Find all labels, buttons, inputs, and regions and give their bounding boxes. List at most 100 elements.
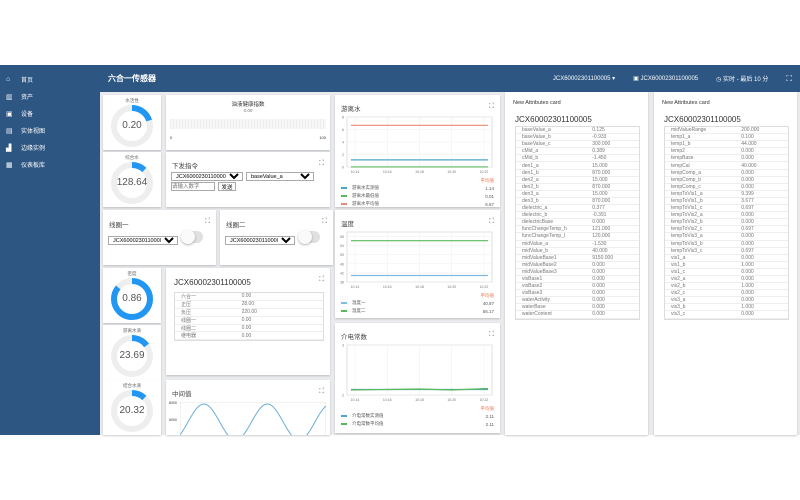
sidebar-item-dashboard[interactable]: ▦ 仪表板库 bbox=[0, 156, 100, 173]
table-row: dielectric_a 0.377 bbox=[516, 205, 639, 213]
sidebar-item-assets[interactable]: ▥ 资产 bbox=[0, 88, 100, 105]
sidebar-item-label: 实体视图 bbox=[21, 129, 46, 135]
line-chart: 0 2 4 6 8 10:14 10:16 10:18 10:20 10:22 bbox=[342, 116, 493, 174]
attribute-key: midValueBase2 bbox=[522, 261, 557, 268]
table-row: tempToVis2_b 0.000 bbox=[665, 219, 788, 227]
table-row: midValueRange 200.000 bbox=[665, 127, 788, 135]
table-row: tempBase 0.000 bbox=[665, 155, 788, 163]
table-row: tempToVis2_c 0.697 bbox=[665, 226, 788, 234]
table-row: temp2 0.000 bbox=[665, 148, 788, 156]
attribute-key: midValue_a bbox=[522, 240, 549, 247]
legend-swatch bbox=[341, 310, 347, 312]
fullscreen-icon[interactable]: ⛶ bbox=[489, 331, 494, 338]
fullscreen-icon[interactable]: ⛶ bbox=[319, 388, 324, 395]
y-tick-label: 38 bbox=[340, 281, 344, 285]
table-row: vis2_a 0.000 bbox=[665, 276, 788, 284]
switch-device-select[interactable]: JCX60002301100005 bbox=[225, 236, 295, 245]
gauge-value: 0.20 bbox=[122, 120, 142, 131]
attribute-value: 0.000 bbox=[741, 276, 754, 283]
sidebar-item-remote[interactable]: ▟ 边缘实例 bbox=[0, 139, 100, 156]
command-device-select[interactable]: JCX60002301100005 bbox=[171, 172, 243, 181]
sidebar-item-monitor[interactable]: ▤ 实体视图 bbox=[0, 122, 100, 139]
gauge-card: 密度 0.86 bbox=[103, 268, 161, 323]
toggle-switch[interactable] bbox=[298, 230, 320, 244]
send-button[interactable]: 发送 bbox=[218, 182, 236, 191]
attribute-value: 0.377 bbox=[592, 205, 605, 212]
table-row: den2_b 870.000 bbox=[516, 184, 639, 191]
table-row: funcChangeTemp_h 121.000 bbox=[516, 226, 639, 234]
gauge-card: 水活性 0.20 bbox=[103, 95, 161, 150]
legend-item[interactable]: 温度二 56.17 bbox=[341, 307, 494, 315]
gauge-ring bbox=[111, 390, 153, 432]
legend-label: 游离水实测值 bbox=[352, 185, 379, 190]
gauge-ring bbox=[111, 162, 153, 204]
command-attribute-select[interactable]: baseValue_a bbox=[246, 172, 314, 181]
y-tick-label: 6 bbox=[342, 128, 344, 132]
fullscreen-icon[interactable]: ⛶ bbox=[319, 276, 324, 283]
table-row: visBase2 0.000 bbox=[516, 283, 639, 291]
legend-avg: 40.87 bbox=[482, 300, 494, 306]
legend-item[interactable]: 温度一 40.87 bbox=[341, 299, 494, 307]
attribute-key: funcChangeTemp_l bbox=[522, 233, 566, 240]
gauge-label: 结合水滴 bbox=[123, 383, 141, 388]
table-row: dielectricBase 0.000 bbox=[516, 219, 639, 227]
y-tick: 8000 bbox=[169, 401, 177, 405]
y-tick-label: 3 bbox=[342, 344, 344, 348]
sidebar-item-label: 首页 bbox=[21, 78, 34, 84]
command-value-input[interactable] bbox=[171, 182, 215, 191]
attribute-value: 870.000 bbox=[592, 183, 611, 190]
chart-legend: 平均值 介电常数实测值 2.11 介电常数平均值 2.11 bbox=[341, 406, 494, 428]
attribute-value: 0.000 bbox=[592, 297, 605, 304]
device-select[interactable]: JCX60002301100005 ▾ bbox=[552, 76, 616, 82]
attribute-value: -0.391 bbox=[592, 212, 607, 219]
attributes-card: New Attributes card JCX60002301100005 base… bbox=[505, 92, 648, 435]
device-entity[interactable]: ▣ JCX60002301100005 bbox=[633, 75, 698, 82]
fullscreen-icon[interactable]: ⛶ bbox=[489, 218, 494, 225]
x-tick-label: 10:14 bbox=[351, 170, 360, 174]
line-chart: 2 3 10:14 10:16 10:18 10:20 10:22 bbox=[342, 344, 493, 402]
y-tick-label: 54 bbox=[340, 244, 344, 248]
legend-item[interactable]: 游离水最低值 0.01 bbox=[341, 192, 494, 200]
toggle-switch[interactable] bbox=[181, 230, 203, 244]
sidebar-item-home[interactable]: ⌂ 首页 bbox=[0, 71, 100, 88]
fullscreen-icon[interactable]: ⛶ bbox=[319, 160, 324, 167]
attribute-value: 44.000 bbox=[741, 141, 757, 148]
device-label: JCX60002301100005 bbox=[640, 76, 699, 82]
x-tick-label: 10:14 bbox=[351, 398, 360, 402]
legend-item[interactable]: 介电常数平均值 2.11 bbox=[341, 420, 494, 428]
legend-item[interactable]: 游离水平均值 6.67 bbox=[341, 200, 494, 207]
table-row: midValue_b 40.000 bbox=[516, 248, 639, 255]
row-key: 线圈二 bbox=[181, 325, 197, 332]
attribute-key: tempComp_b bbox=[671, 176, 702, 183]
fullscreen-icon[interactable]: ⛶ bbox=[205, 218, 210, 225]
attribute-value: 0.000 bbox=[741, 297, 754, 304]
legend-avg: 2.11 bbox=[485, 421, 494, 427]
attribute-key: den1_b bbox=[522, 169, 539, 176]
assets-icon: ▥ bbox=[6, 93, 13, 101]
attribute-key: dielectric_b bbox=[522, 212, 548, 219]
switch-device-select[interactable]: JCX60002301100005 bbox=[108, 236, 178, 245]
clock-icon: ◷ bbox=[716, 77, 722, 83]
table-row: den1_b 870.000 bbox=[516, 170, 639, 177]
fullscreen-icon[interactable]: ⛶ bbox=[786, 73, 792, 83]
fullscreen-icon[interactable]: ⛶ bbox=[489, 103, 494, 110]
attribute-key: temp1_b bbox=[671, 141, 691, 148]
sidebar-item-device[interactable]: ▣ 设备 bbox=[0, 105, 100, 122]
table-row: den3_b 870.000 bbox=[516, 198, 639, 206]
fullscreen-icon[interactable]: ⛶ bbox=[322, 218, 327, 225]
sine-chart bbox=[180, 402, 326, 435]
x-tick-label: 10:16 bbox=[383, 170, 392, 174]
attribute-key: cMid_a bbox=[522, 148, 539, 155]
attribute-key: tempToVis3_a bbox=[671, 233, 703, 240]
row-value: 0.00 bbox=[241, 325, 252, 331]
legend-item[interactable]: 介电常数实测值 2.11 bbox=[341, 412, 494, 420]
progress-bar bbox=[170, 119, 326, 129]
avg-header: 平均值 bbox=[480, 406, 495, 411]
legend-item[interactable]: 游离水实测值 1.14 bbox=[341, 184, 494, 192]
gauge-label: 游离水滴 bbox=[123, 328, 141, 333]
time-window[interactable]: ◷ 实时 - 最后 10 分 bbox=[716, 74, 768, 83]
x-tick-label: 10:14 bbox=[351, 285, 360, 289]
table-row: tempToVis1_b 3.677 bbox=[665, 198, 788, 206]
sine-title: 中间值 bbox=[172, 391, 192, 398]
attributes-device: JCX60002301100005 bbox=[664, 115, 741, 124]
